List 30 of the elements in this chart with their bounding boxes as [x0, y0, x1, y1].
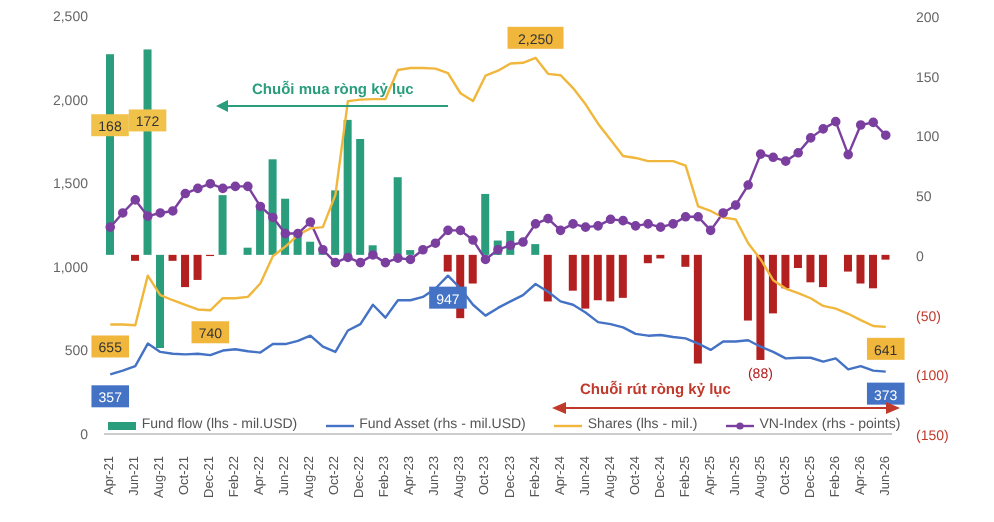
bar [618, 254, 627, 298]
bar [193, 254, 202, 280]
bar [793, 254, 802, 268]
bar [131, 254, 140, 261]
bar [156, 254, 165, 349]
bar [768, 254, 777, 314]
bar [843, 254, 852, 272]
bar [181, 254, 190, 288]
bar [756, 254, 765, 360]
bar [643, 254, 652, 264]
bar [743, 254, 752, 321]
bar [568, 254, 577, 291]
bar [818, 254, 827, 288]
bar [856, 254, 865, 284]
bar [243, 247, 252, 255]
bar [468, 254, 477, 284]
bar [306, 241, 315, 255]
bar [593, 254, 602, 301]
bar [868, 254, 877, 289]
bar [681, 254, 690, 267]
bar [806, 254, 815, 283]
bar [606, 254, 615, 302]
bar [531, 244, 540, 255]
bar [781, 254, 790, 289]
bar [168, 254, 177, 261]
bar [543, 254, 552, 302]
bar [581, 254, 590, 309]
bar [881, 254, 890, 260]
bar [443, 254, 452, 272]
bar [693, 254, 702, 364]
